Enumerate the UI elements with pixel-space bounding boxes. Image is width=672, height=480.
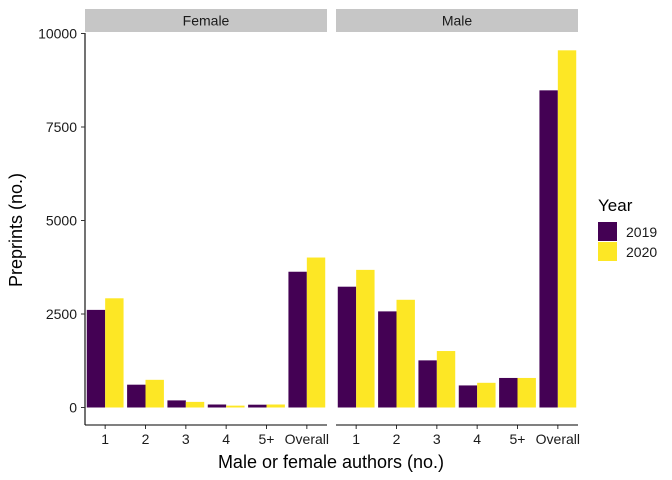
- bar-male-2019-5plus: [499, 377, 518, 408]
- bar-male-2020-2: [396, 299, 415, 408]
- x-axis-title: Male or female authors (no.): [218, 452, 444, 472]
- bar-female-2020-5plus: [266, 404, 285, 408]
- facet-strip: [85, 9, 327, 32]
- bar-female-2020-2: [145, 379, 164, 408]
- bar-female-2020-4: [226, 405, 245, 408]
- bar-female-2019-4: [207, 404, 227, 408]
- x-tick-label: 5+: [510, 431, 526, 447]
- y-tick-label: 0: [69, 400, 77, 416]
- x-tick-label: 2: [393, 431, 401, 447]
- legend-label-2019: 2019: [626, 224, 657, 240]
- x-tick-label: 2: [142, 431, 150, 447]
- y-tick-label: 5000: [46, 213, 77, 229]
- bar-male-2020-5plus: [517, 377, 536, 408]
- bar-female-2020-1: [105, 298, 124, 408]
- bar-male-2020-3: [436, 351, 456, 408]
- legend-key-2020: [598, 242, 617, 261]
- x-tick-label: Overall: [536, 431, 580, 447]
- panel-female: Female 1 2 3 4 5+ Overall: [85, 9, 329, 447]
- legend-label-2020: 2020: [626, 244, 657, 260]
- facet-strip: [336, 9, 578, 32]
- bar-male-2020-1: [356, 269, 375, 408]
- bar-female-2019-1: [86, 309, 106, 408]
- y-axis: 0 2500 5000 7500 10000: [38, 26, 86, 425]
- panel-male: Male 1 2 3 4 5+ Overall: [336, 9, 580, 447]
- y-tick-label: 2500: [46, 306, 77, 322]
- bar-male-2019-1: [337, 286, 357, 408]
- x-tick-label: Overall: [285, 431, 329, 447]
- x-tick-label: 4: [222, 431, 230, 447]
- x-tick-label: 5+: [259, 431, 275, 447]
- x-tick-label: 4: [473, 431, 481, 447]
- facet-strip-label: Female: [183, 13, 230, 29]
- y-tick-label: 10000: [38, 26, 77, 42]
- bar-female-2020-overall: [306, 257, 326, 408]
- bar-male-2020-4: [477, 382, 496, 408]
- legend-key-2019: [598, 222, 617, 241]
- legend-title: Year: [598, 196, 633, 215]
- x-tick-label: 1: [352, 431, 360, 447]
- bar-male-2019-2: [378, 311, 397, 408]
- x-tick-label: 3: [182, 431, 190, 447]
- chart-panels: Female 1 2 3 4 5+ Overall Male 1 2 3 4 5+ Overall: [85, 9, 580, 447]
- bar-male-2019-4: [458, 385, 478, 408]
- facet-strip-label: Male: [442, 13, 473, 29]
- bar-male-2019-3: [418, 360, 437, 408]
- legend: Year 2019 2020: [598, 196, 657, 261]
- y-axis-title: Preprints (no.): [6, 173, 26, 287]
- x-tick-label: 3: [433, 431, 441, 447]
- y-tick-label: 7500: [46, 119, 77, 135]
- x-tick-label: 1: [101, 431, 109, 447]
- bar-male-2020-overall: [557, 50, 577, 408]
- bar-male-2019-overall: [539, 90, 558, 408]
- bar-female-2019-2: [127, 384, 146, 408]
- bar-female-2019-overall: [288, 271, 307, 408]
- bar-female-2019-3: [167, 400, 186, 408]
- bar-female-2020-3: [185, 401, 205, 408]
- bar-female-2019-5plus: [248, 404, 267, 408]
